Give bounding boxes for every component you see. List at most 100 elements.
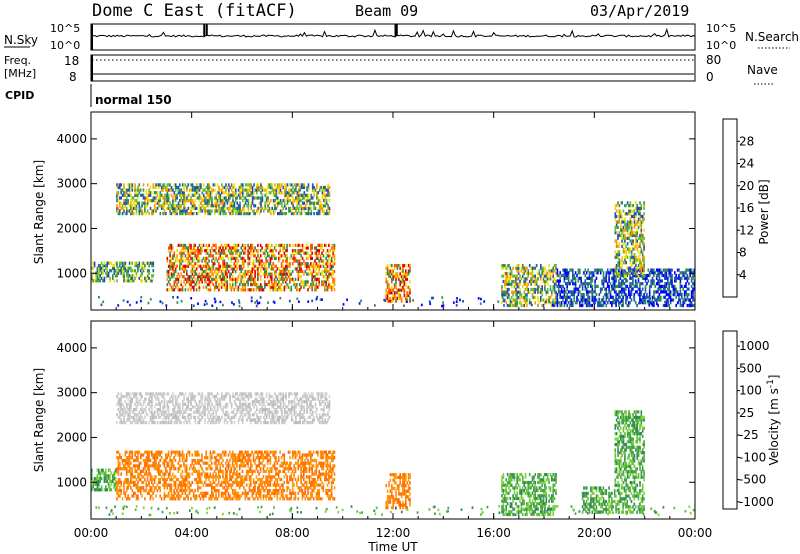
data-cell [179, 251, 181, 255]
data-cell [506, 274, 509, 278]
data-cell [306, 196, 308, 200]
data-cell [309, 199, 311, 203]
data-cell [139, 193, 142, 197]
data-cell [158, 201, 160, 205]
data-cell [667, 276, 669, 280]
data-cell [197, 392, 199, 396]
data-cell [312, 262, 315, 266]
data-cell [258, 256, 261, 260]
data-cell [176, 296, 179, 299]
data-cell [254, 204, 257, 208]
data-cell [325, 193, 328, 197]
data-cell [656, 302, 658, 306]
data-cell [286, 183, 289, 187]
data-cell [176, 400, 178, 404]
data-cell [243, 251, 245, 255]
data-cell [297, 206, 300, 210]
data-cell [165, 201, 167, 205]
data-cell [633, 209, 636, 213]
data-cell [186, 209, 188, 213]
data-cell [321, 251, 323, 255]
data-cell [259, 275, 262, 279]
data-cell [166, 408, 169, 412]
data-cell [284, 285, 287, 289]
data-cell [184, 201, 187, 205]
data-cell [159, 212, 162, 216]
data-cell [181, 212, 184, 216]
data-cell [155, 206, 157, 210]
data-cell [204, 196, 206, 200]
data-cell [622, 225, 625, 229]
data-cell [134, 183, 136, 187]
data-cell [503, 304, 505, 307]
data-cell [321, 246, 323, 250]
data-cell [172, 400, 174, 404]
data-cell [265, 259, 267, 263]
data-cell [123, 274, 125, 278]
data-cell [530, 266, 532, 270]
freq-tick-top: 18 [64, 54, 79, 68]
data-cell [635, 263, 637, 268]
data-cell [632, 239, 634, 243]
data-cell [239, 402, 241, 406]
data-cell [230, 267, 233, 271]
data-cell [281, 201, 283, 205]
data-cell [247, 402, 250, 406]
data-cell [304, 193, 307, 197]
data-cell [285, 183, 287, 187]
data-cell [141, 266, 143, 270]
data-cell [315, 280, 318, 284]
data-cell [138, 392, 141, 396]
data-cell [283, 269, 286, 274]
data-cell [325, 212, 328, 216]
data-cell [385, 277, 387, 281]
data-cell [237, 405, 240, 409]
data-cell [251, 193, 254, 197]
data-cell [640, 271, 643, 275]
data-cell [256, 415, 258, 419]
data-cell [174, 280, 177, 284]
data-cell [173, 183, 176, 187]
data-cell [628, 266, 630, 270]
data-cell [202, 405, 205, 409]
data-cell [180, 299, 183, 303]
data-cell [137, 402, 139, 406]
data-cell [513, 279, 516, 284]
data-cell [207, 191, 209, 195]
data-cell [119, 261, 121, 265]
data-cell [176, 277, 178, 281]
data-cell [265, 262, 267, 266]
data-cell [667, 279, 669, 283]
data-cell [283, 196, 286, 200]
data-cell [325, 269, 327, 274]
data-cell [635, 233, 637, 238]
data-cell [237, 185, 240, 190]
data-cell [201, 188, 204, 192]
data-cell [212, 256, 215, 260]
data-cell [509, 300, 512, 303]
data-cell [617, 225, 619, 229]
data-cell [240, 397, 243, 401]
data-cell [208, 188, 210, 192]
data-cell [636, 242, 638, 246]
data-cell [681, 293, 683, 297]
data-cell [254, 196, 257, 200]
data-cell [191, 269, 194, 274]
data-cell [319, 298, 322, 301]
data-cell [230, 285, 233, 289]
data-cell [655, 298, 658, 302]
data-cell [392, 288, 394, 292]
data-cell [167, 405, 170, 409]
data-cell [630, 290, 633, 294]
data-cell [208, 277, 210, 281]
data-cell [117, 185, 120, 190]
data-cell [134, 276, 136, 280]
data-cell [121, 266, 124, 270]
data-cell [142, 261, 145, 265]
data-cell [256, 392, 258, 396]
data-cell [198, 421, 201, 425]
data-cell [197, 421, 199, 425]
data-cell [629, 290, 631, 294]
data-cell [272, 199, 275, 203]
data-cell [648, 293, 651, 297]
